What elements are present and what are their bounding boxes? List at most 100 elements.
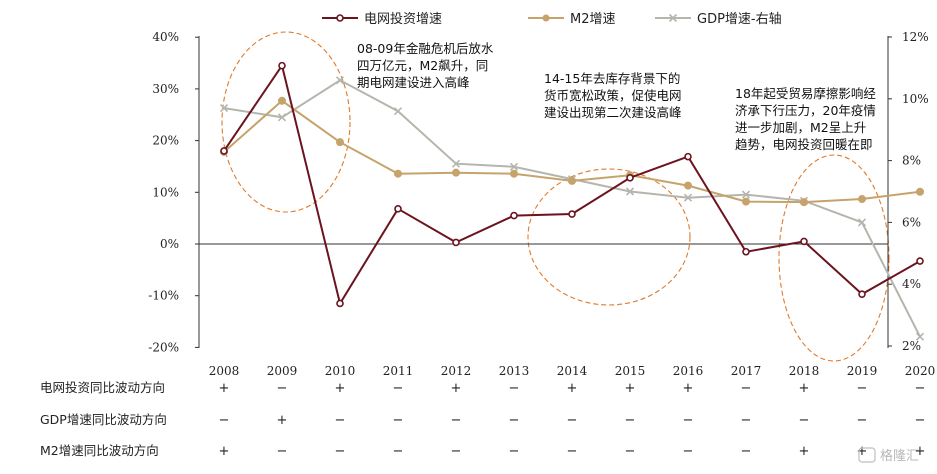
table-sign: −	[799, 413, 810, 428]
series-point-m2	[742, 197, 750, 206]
series-point-gdp	[509, 162, 519, 171]
left-tick-label: 0%	[160, 237, 179, 251]
series-point-grid	[858, 290, 866, 298]
table-sign: −	[915, 381, 926, 396]
table-sign: −	[625, 413, 636, 428]
right-tick-label: 4%	[902, 277, 921, 291]
series-point-grid	[336, 299, 344, 308]
left-tick-label: 20%	[152, 134, 179, 148]
series-point-grid	[452, 238, 460, 247]
series-point-grid	[220, 147, 228, 155]
x-tick-label: 2008	[209, 364, 240, 378]
table-sign: −	[741, 381, 752, 396]
highlight-ellipse	[527, 168, 691, 306]
annotation-line: 济承下行压力，20年疫情	[735, 103, 876, 118]
annotation-line: 14-15年去库存背景下的	[544, 71, 680, 86]
table-sign: −	[335, 413, 346, 428]
series-point-m2	[510, 169, 518, 178]
table-sign: +	[857, 444, 868, 459]
table-sign: −	[683, 413, 694, 428]
series-point-m2	[394, 169, 402, 178]
table-sign: −	[335, 444, 346, 459]
right-tick-label: 12%	[902, 30, 929, 44]
table-sign: +	[277, 413, 288, 428]
table-sign: +	[683, 381, 694, 396]
axes: 40% 30% 20% 10% 0% -10% -20% 12% 10% 8% 6% 4% 2% 2008…	[148, 30, 935, 378]
left-tick-label: -10%	[148, 289, 179, 303]
series-point-gdp	[625, 187, 635, 196]
watermark-text: 格隆汇	[880, 448, 919, 464]
table-sign: −	[451, 444, 462, 459]
series-point-m2	[568, 176, 576, 185]
series-point-m2	[278, 96, 286, 105]
series-point-grid	[684, 152, 692, 161]
table-sign: −	[567, 413, 578, 428]
table-sign: +	[799, 444, 810, 459]
right-tick-label: 8%	[902, 154, 921, 168]
table-sign: +	[625, 381, 636, 396]
table-sign: +	[219, 444, 230, 459]
series-point-grid	[916, 257, 924, 265]
series-point-gdp	[277, 113, 287, 122]
x-tick-label: 2016	[673, 364, 704, 378]
series-point-gdp	[683, 193, 693, 202]
series-point-m2	[452, 168, 460, 177]
table-sign: +	[451, 381, 462, 396]
legend-label: GDP增速-右轴	[697, 12, 782, 27]
table-sign: −	[915, 413, 926, 428]
highlight-ellipses	[221, 31, 890, 362]
highlight-ellipse	[221, 31, 351, 213]
series-group	[219, 61, 925, 341]
table-sign: +	[335, 381, 346, 396]
series-point-grid	[568, 210, 576, 218]
x-tick-label: 2017	[731, 364, 762, 378]
annotation-line: 18年起受贸易摩擦影响经	[735, 86, 876, 101]
left-tick-label: 10%	[152, 185, 179, 199]
table-sign: −	[451, 413, 462, 428]
series-point-gdp	[335, 76, 345, 85]
table-sign: −	[277, 444, 288, 459]
series-point-grid	[394, 205, 402, 213]
x-tick-label: 2009	[267, 364, 298, 378]
annotation-line: 建设出现第二次建设高峰	[544, 105, 682, 120]
annotation-line: 进一步加剧，M2呈上升	[735, 120, 866, 135]
right-tick-label: 2%	[902, 339, 921, 353]
highlight-ellipse	[778, 154, 890, 362]
left-tick-label: 30%	[152, 82, 179, 96]
series-point-gdp	[393, 107, 403, 116]
table-sign: −	[567, 444, 578, 459]
series-point-m2	[684, 181, 692, 190]
annotation-line: 期电网建设进入高峰	[357, 75, 470, 90]
right-tick-label: 10%	[902, 92, 929, 106]
legend-label: M2增速	[570, 12, 616, 27]
direction-table: 电网投资同比波动方向 + − + − + − + + + − + − − GDP增速同比波动方向 − + − − − −…	[40, 380, 925, 459]
legend: 电网投资增速 M2增速 GDP增速-右轴	[322, 11, 782, 27]
table-sign: +	[915, 444, 926, 459]
legend-marker	[336, 14, 344, 22]
series-point-gdp	[741, 190, 751, 199]
table-sign: −	[393, 381, 404, 396]
series-point-grid	[510, 211, 518, 220]
series-point-m2	[336, 138, 344, 147]
table-row-label: 电网投资同比波动方向	[40, 380, 165, 395]
table-sign: −	[393, 444, 404, 459]
series-point-m2	[858, 195, 866, 204]
x-tick-label: 2018	[789, 364, 820, 378]
series-point-gdp	[857, 218, 867, 227]
legend-marker	[668, 13, 678, 23]
watermark-logo-icon	[858, 447, 876, 463]
annotation-line: 趋势，电网投资回暖在即	[735, 137, 873, 152]
legend-marker	[542, 14, 550, 22]
series-point-grid	[278, 61, 286, 70]
x-tick-label: 2011	[383, 364, 414, 378]
table-sign: −	[741, 413, 752, 428]
legend-label: 电网投资增速	[364, 11, 442, 27]
table-row-label: M2增速同比波动方向	[40, 443, 159, 458]
series-point-gdp	[451, 159, 461, 168]
table-sign: −	[857, 413, 868, 428]
table-sign: −	[683, 444, 694, 459]
table-sign: +	[799, 381, 810, 396]
table-sign: −	[625, 444, 636, 459]
annotation-line: 货币宽松政策，促使电网	[544, 88, 682, 103]
